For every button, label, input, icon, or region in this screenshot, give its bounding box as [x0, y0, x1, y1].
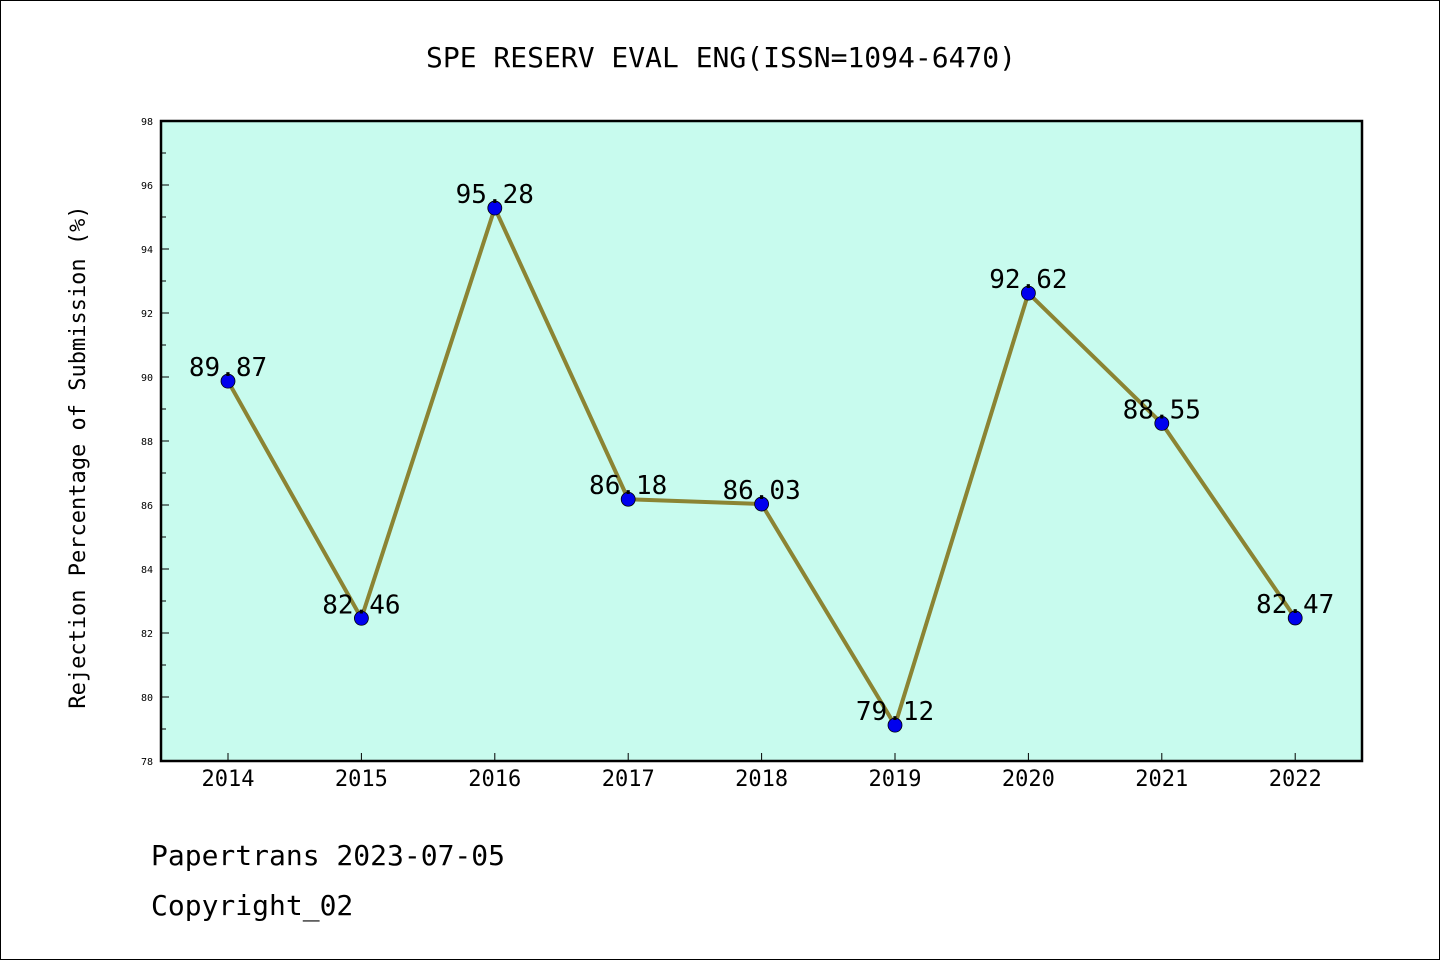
data-labels: 89.87 82.46 95.28 86.18 86.03 79.12 92.62 88.55… — [189, 180, 1334, 727]
x-tick-label: 2018 — [735, 767, 788, 792]
data-point-marker — [887, 717, 903, 733]
y-axis-ticks: 78 80 82 84 86 88 90 92 94 96 98 — [141, 117, 169, 768]
y-tick-label: 90 — [141, 373, 153, 384]
chart-title: SPE RESERV EVAL ENG(ISSN=1094-6470) — [426, 41, 1016, 74]
data-point-marker — [620, 491, 636, 507]
y-tick-label: 98 — [141, 117, 153, 128]
data-point-marker — [1021, 285, 1036, 301]
y-tick-label: 82 — [141, 629, 153, 640]
x-tick-label: 2017 — [602, 767, 655, 792]
footer-date: Papertrans 2023-07-05 — [151, 839, 505, 872]
x-tick-label: 2019 — [869, 767, 922, 792]
y-tick-label: 84 — [141, 565, 153, 576]
data-label: 79.12 — [856, 697, 934, 727]
y-tick-label: 88 — [141, 437, 153, 448]
data-point-marker — [1154, 415, 1170, 431]
y-tick-label: 92 — [141, 309, 153, 320]
x-tick-label: 2021 — [1135, 767, 1188, 792]
data-label: 92.62 — [989, 265, 1067, 295]
data-label: 82.47 — [1256, 590, 1334, 620]
data-label: 82.46 — [322, 590, 400, 620]
y-tick-label: 96 — [141, 181, 153, 192]
x-tick-label: 2014 — [202, 767, 255, 792]
data-series — [220, 200, 1303, 733]
y-tick-label: 86 — [141, 501, 153, 512]
data-point-marker — [353, 610, 369, 626]
data-point-marker — [220, 373, 236, 389]
x-tick-label: 2020 — [1002, 767, 1055, 792]
data-label: 86.18 — [589, 471, 667, 501]
y-tick-label: 78 — [141, 757, 153, 768]
y-axis-label: Rejection Percentage of Submission (%) — [66, 205, 91, 708]
x-axis-ticks: 2014 2015 2016 2017 2018 2019 2020 2021 2022 — [202, 753, 1322, 792]
x-tick-label: 2015 — [335, 767, 388, 792]
data-point-marker — [487, 200, 503, 216]
y-tick-label: 94 — [141, 245, 153, 256]
data-label: 88.55 — [1123, 395, 1201, 425]
data-label: 86.03 — [722, 476, 800, 506]
x-tick-label: 2016 — [468, 767, 521, 792]
data-label: 89.87 — [189, 353, 267, 383]
plot-area — [159, 119, 1364, 763]
y-tick-label: 80 — [141, 693, 153, 704]
data-point-marker — [1287, 610, 1303, 626]
data-label: 95.28 — [456, 180, 534, 210]
data-point-marker — [754, 496, 769, 512]
x-tick-label: 2022 — [1269, 767, 1322, 792]
footer-copyright: Copyright_02 — [151, 889, 353, 923]
